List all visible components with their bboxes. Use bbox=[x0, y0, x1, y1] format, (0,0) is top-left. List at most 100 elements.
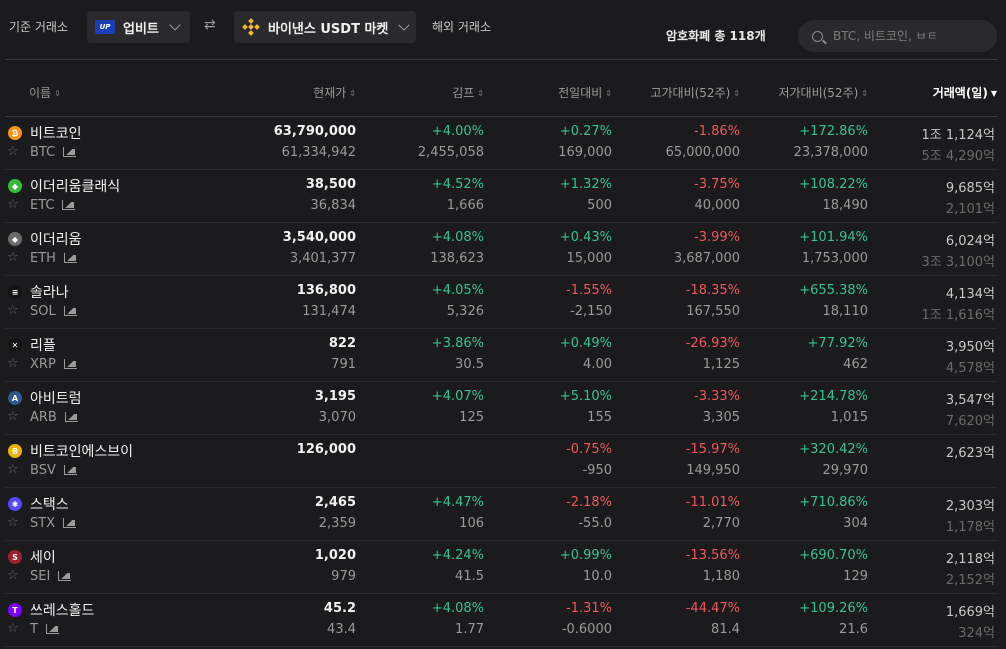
chart-icon[interactable] bbox=[64, 412, 78, 422]
table-body: ₿ ☆ 비트코인 BTC 63,790,000 61,334,942 +4.00… bbox=[5, 117, 997, 647]
column-header-kimp[interactable]: 김프 ⇕ bbox=[452, 84, 484, 101]
overseas-price: 36,834 bbox=[310, 198, 357, 213]
coin-count-label: 암호화폐 총 118개 bbox=[666, 29, 766, 43]
star-icon[interactable]: ☆ bbox=[7, 303, 19, 318]
chart-icon[interactable] bbox=[63, 147, 77, 157]
column-label: 거래액(일) bbox=[932, 86, 988, 100]
chevron-down-icon bbox=[169, 19, 181, 31]
kimp-percent: +3.86% bbox=[431, 336, 484, 351]
volume-domestic: 2,623억 bbox=[945, 446, 995, 461]
column-label: 전일대비 bbox=[558, 86, 603, 100]
table-row[interactable]: ✱ ☆ 스택스 STX 2,465 2,359 +4.47% 106 -2.18… bbox=[5, 488, 997, 541]
chart-icon[interactable] bbox=[45, 624, 59, 634]
coin-name[interactable]: 쓰레스홀드 bbox=[30, 603, 95, 619]
chart-icon[interactable] bbox=[63, 306, 77, 316]
column-header-low[interactable]: 저가대비(52주) ⇕ bbox=[778, 84, 868, 101]
coin-name[interactable]: 이더리움클래식 bbox=[30, 179, 121, 195]
current-price: 136,800 bbox=[296, 283, 356, 298]
search-icon bbox=[812, 30, 823, 42]
search-box[interactable] bbox=[798, 20, 997, 52]
swap-icon[interactable]: ⇄ bbox=[204, 17, 216, 33]
chart-icon[interactable] bbox=[63, 253, 77, 263]
coin-name[interactable]: 이더리움 bbox=[30, 232, 82, 248]
table-row[interactable]: ₿ ☆ 비트코인 BTC 63,790,000 61,334,942 +4.00… bbox=[5, 117, 997, 170]
change-amount: 500 bbox=[587, 198, 612, 213]
overseas-price: 3,070 bbox=[318, 410, 356, 425]
star-icon[interactable]: ☆ bbox=[7, 144, 19, 159]
chart-icon[interactable] bbox=[58, 571, 72, 581]
coin-name[interactable]: 아비트럼 bbox=[30, 391, 82, 407]
stacks-icon: ✱ bbox=[8, 497, 22, 511]
coin-symbol: T bbox=[30, 622, 59, 637]
change-percent: +0.27% bbox=[559, 124, 612, 139]
target-exchange-select[interactable]: 바이낸스 USDT 마켓 bbox=[234, 11, 416, 43]
high-52w-price: 3,687,000 bbox=[673, 251, 740, 266]
chart-icon[interactable] bbox=[63, 465, 77, 475]
change-amount: -55.0 bbox=[578, 516, 612, 531]
coin-name[interactable]: 솔라나 bbox=[30, 285, 69, 301]
column-header-change[interactable]: 전일대비 ⇕ bbox=[558, 84, 612, 101]
search-input[interactable] bbox=[833, 29, 983, 43]
change-amount: 10.0 bbox=[583, 569, 612, 584]
kimp-percent: +4.08% bbox=[431, 230, 484, 245]
coin-name[interactable]: 세이 bbox=[30, 550, 56, 566]
table-row[interactable]: B ☆ 비트코인에스브이 BSV 126,000 -0.75% -950 -15… bbox=[5, 435, 997, 488]
column-header-name[interactable]: 이름 ⇕ bbox=[29, 84, 61, 101]
coin-symbol-text: BTC bbox=[30, 145, 56, 160]
high-52w-percent: -26.93% bbox=[685, 336, 740, 351]
table-row[interactable]: ◆ ☆ 이더리움클래식 ETC 38,500 36,834 +4.52% 1,6… bbox=[5, 170, 997, 223]
change-percent: +0.99% bbox=[559, 548, 612, 563]
column-header-price[interactable]: 현재가 ⇕ bbox=[313, 84, 356, 101]
coin-name[interactable]: 비트코인 bbox=[30, 126, 82, 142]
coin-symbol-text: ETH bbox=[30, 251, 56, 266]
overseas-exchange-label: 해외 거래소 bbox=[432, 20, 492, 34]
chart-icon[interactable] bbox=[62, 200, 76, 210]
column-header-volume[interactable]: 거래액(일) ▼ bbox=[933, 84, 997, 101]
volume-domestic: 3,547억 bbox=[945, 393, 995, 408]
star-icon[interactable]: ☆ bbox=[7, 462, 19, 477]
star-icon[interactable]: ☆ bbox=[7, 621, 19, 636]
column-header-high[interactable]: 고가대비(52주) ⇕ bbox=[650, 84, 740, 101]
coin-name[interactable]: 비트코인에스브이 bbox=[30, 444, 134, 460]
star-icon[interactable]: ☆ bbox=[7, 197, 19, 212]
sort-icon: ⇕ bbox=[733, 89, 740, 98]
table-row[interactable]: ✕ ☆ 리플 XRP 822 791 +3.86% 30.5 +0.49% 4.… bbox=[5, 329, 997, 382]
table-row[interactable]: T ☆ 쓰레스홀드 T 45.2 43.4 +4.08% 1.77 -1.31%… bbox=[5, 594, 997, 647]
table-row[interactable]: ≡ ☆ 솔라나 SOL 136,800 131,474 +4.05% 5,326… bbox=[5, 276, 997, 329]
kimp-amount: 1.77 bbox=[455, 622, 484, 637]
sort-icon: ⇕ bbox=[605, 89, 612, 98]
star-icon[interactable]: ☆ bbox=[7, 515, 19, 530]
volume-overseas: 2,152억 bbox=[945, 573, 995, 588]
star-icon[interactable]: ☆ bbox=[7, 250, 19, 265]
chart-icon[interactable] bbox=[63, 518, 77, 528]
high-52w-percent: -44.47% bbox=[685, 601, 740, 616]
kimp-amount: 5,326 bbox=[446, 304, 484, 319]
star-icon[interactable]: ☆ bbox=[7, 409, 19, 424]
high-52w-price: 81.4 bbox=[711, 622, 740, 637]
current-price: 2,465 bbox=[314, 495, 356, 510]
current-price: 126,000 bbox=[296, 442, 356, 457]
overseas-price: 2,359 bbox=[318, 516, 356, 531]
volume-overseas: 1,178억 bbox=[945, 520, 995, 535]
table-row[interactable]: A ☆ 아비트럼 ARB 3,195 3,070 +4.07% 125 +5.1… bbox=[5, 382, 997, 435]
low-52w-percent: +108.22% bbox=[799, 177, 868, 192]
base-exchange-name: 업비트 bbox=[123, 21, 159, 37]
kimp-amount: 30.5 bbox=[455, 357, 484, 372]
star-icon[interactable]: ☆ bbox=[7, 356, 19, 371]
low-52w-price: 23,378,000 bbox=[793, 145, 868, 160]
high-52w-percent: -11.01% bbox=[685, 495, 740, 510]
coin-symbol: STX bbox=[30, 516, 77, 531]
table-row[interactable]: S ☆ 세이 SEI 1,020 979 +4.24% 41.5 +0.99% … bbox=[5, 541, 997, 594]
coin-name[interactable]: 리플 bbox=[30, 338, 56, 354]
high-52w-price: 40,000 bbox=[694, 198, 741, 213]
high-52w-price: 2,770 bbox=[702, 516, 740, 531]
star-icon[interactable]: ☆ bbox=[7, 568, 19, 583]
chart-icon[interactable] bbox=[63, 359, 77, 369]
low-52w-percent: +214.78% bbox=[799, 389, 868, 404]
low-52w-price: 1,015 bbox=[830, 410, 868, 425]
coin-symbol-text: XRP bbox=[30, 357, 56, 372]
low-52w-price: 18,110 bbox=[822, 304, 869, 319]
base-exchange-select[interactable]: UP 업비트 bbox=[87, 11, 190, 43]
table-row[interactable]: ◆ ☆ 이더리움 ETH 3,540,000 3,401,377 +4.08% … bbox=[5, 223, 997, 276]
coin-name[interactable]: 스택스 bbox=[30, 497, 69, 513]
